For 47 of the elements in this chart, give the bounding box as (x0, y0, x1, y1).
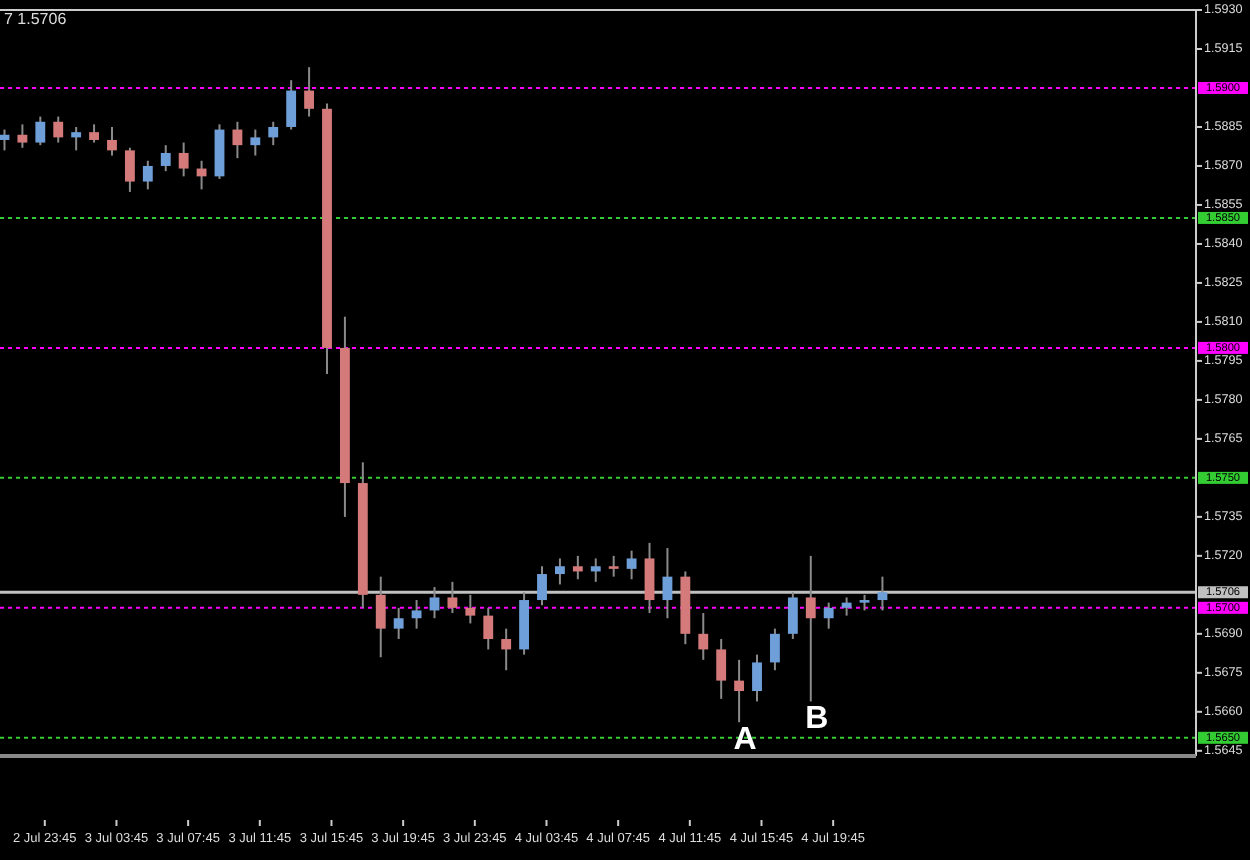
annotation: A (733, 722, 758, 757)
candlestick (429, 586, 440, 620)
candlestick (393, 606, 404, 641)
candlestick (411, 599, 422, 630)
candlestick (214, 123, 225, 180)
candlestick (304, 66, 315, 118)
candlestick (465, 593, 476, 625)
candlestick (501, 627, 512, 672)
annotation: B (805, 701, 829, 736)
candlestick (232, 120, 243, 160)
candlestick (644, 541, 655, 615)
candlestick (286, 79, 297, 131)
candlestick (17, 123, 28, 149)
candlestick (537, 565, 547, 607)
candlestick (124, 146, 135, 193)
candlestick (447, 580, 458, 615)
candlestick (35, 115, 46, 147)
candlestick (107, 125, 117, 157)
candlestick (572, 554, 583, 581)
candlestick (71, 125, 82, 152)
candlestick (590, 557, 601, 583)
candlestick (823, 601, 834, 630)
candlestick (752, 653, 762, 703)
candlestick (877, 575, 888, 612)
candlestick (626, 549, 637, 581)
candlestick (608, 554, 619, 578)
candlestick (662, 547, 673, 620)
candlestick (770, 627, 780, 672)
candlestick (53, 115, 64, 144)
candlestick (268, 120, 279, 147)
candlestick (555, 557, 565, 586)
candlestick (375, 575, 386, 659)
candlestick (841, 596, 852, 617)
candlestick (142, 159, 153, 191)
candlestick (698, 612, 709, 661)
candlestick (787, 591, 798, 641)
candlestick (178, 141, 189, 178)
candlestick (716, 638, 727, 700)
candlestick (160, 144, 171, 173)
candlestick (0, 128, 10, 152)
candlestick (805, 554, 816, 703)
chart-title: 7 1.5706 (4, 10, 68, 28)
candlestick (734, 658, 745, 724)
candlestick (483, 606, 494, 651)
candlestick (89, 123, 99, 144)
candlestick (250, 128, 261, 157)
candlestick (196, 159, 207, 191)
